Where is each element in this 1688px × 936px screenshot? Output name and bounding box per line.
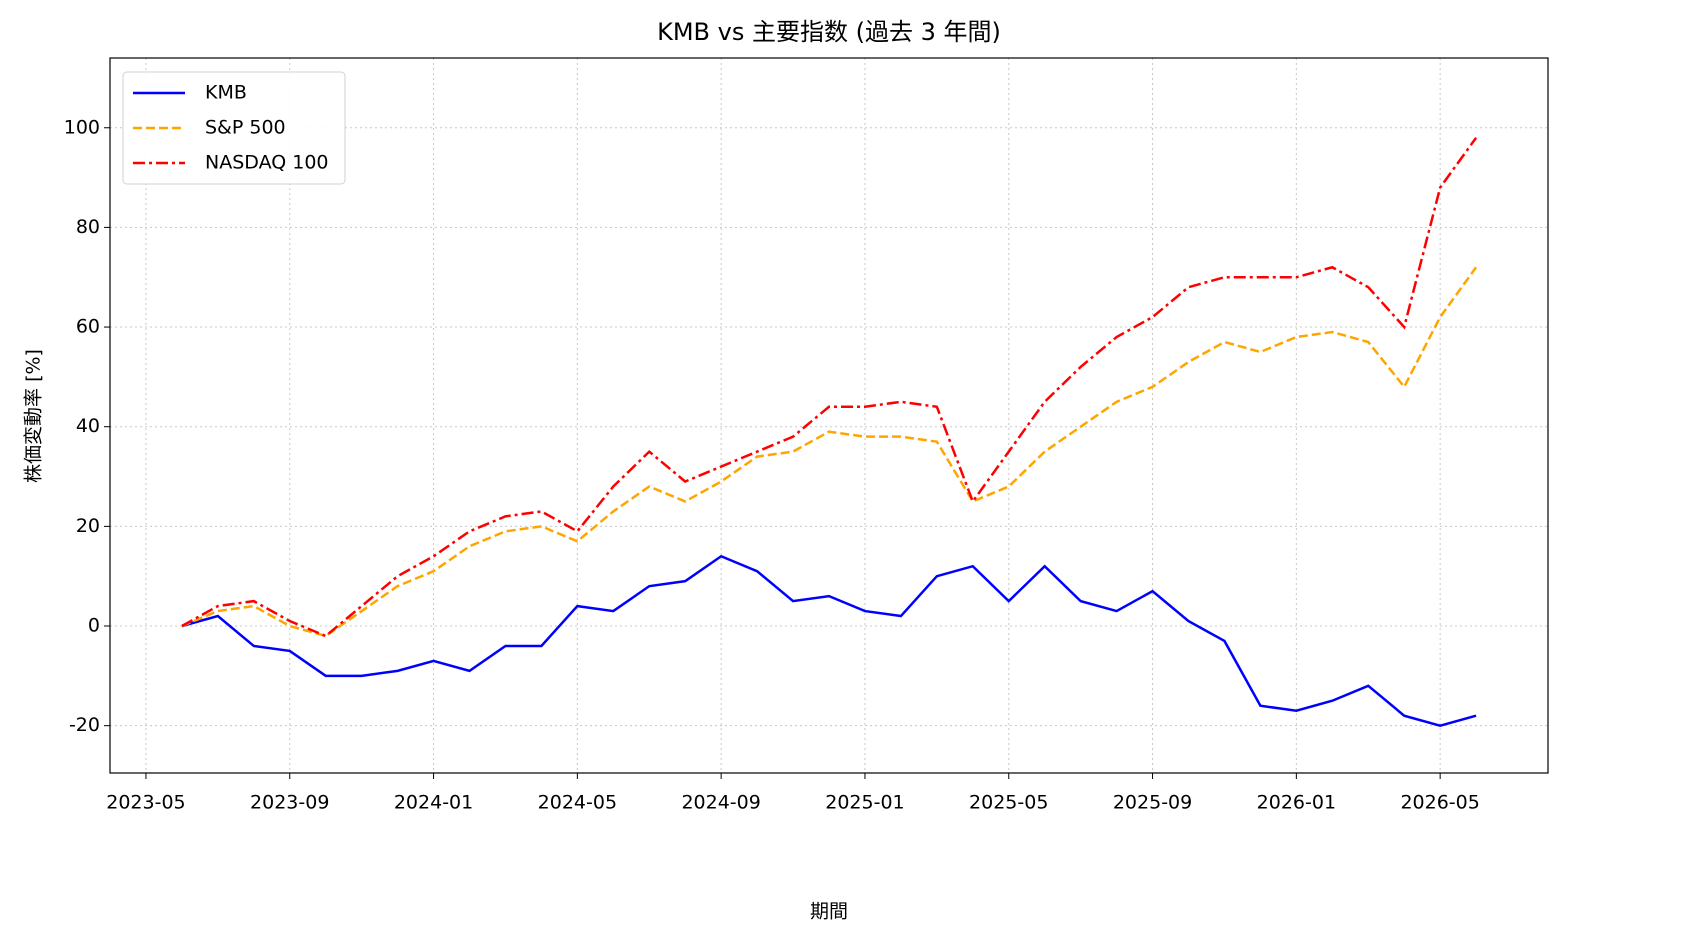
y-axis-label: 株価変動率 [%] (23, 349, 45, 483)
chart-title: KMB vs 主要指数 (過去 3 年間) (657, 18, 1001, 46)
line-series (181, 554, 1477, 727)
legend-label: NASDAQ 100 (205, 152, 329, 174)
y-tick-label: 20 (76, 515, 100, 537)
x-tick-label: 2026-05 (1400, 792, 1479, 814)
x-tick-label: 2023-05 (106, 792, 185, 814)
y-tick-label: 80 (76, 216, 100, 238)
x-axis-label: 期間 (810, 901, 848, 923)
x-tick-label: 2024-09 (681, 792, 760, 814)
x-tick-label: 2025-01 (825, 792, 904, 814)
line-series (181, 136, 1478, 638)
legend-label: KMB (205, 82, 247, 104)
y-tick-label: 60 (76, 316, 100, 338)
y-tick-label: 40 (76, 415, 100, 437)
x-tick-label: 2026-01 (1257, 792, 1336, 814)
x-tick-label: 2024-05 (538, 792, 617, 814)
plot-frame (109, 57, 1549, 774)
x-tick-label: 2025-05 (969, 792, 1048, 814)
y-tick-label: 100 (64, 116, 100, 138)
legend-box (122, 71, 346, 185)
y-tick-label: -20 (69, 714, 100, 736)
legend-label: S&P 500 (205, 117, 286, 139)
x-tick-label: 2023-09 (250, 792, 329, 814)
x-tick-label: 2024-01 (394, 792, 473, 814)
x-tick-label: 2025-09 (1113, 792, 1192, 814)
y-tick-label: 0 (88, 615, 100, 637)
line-series (181, 266, 1478, 638)
